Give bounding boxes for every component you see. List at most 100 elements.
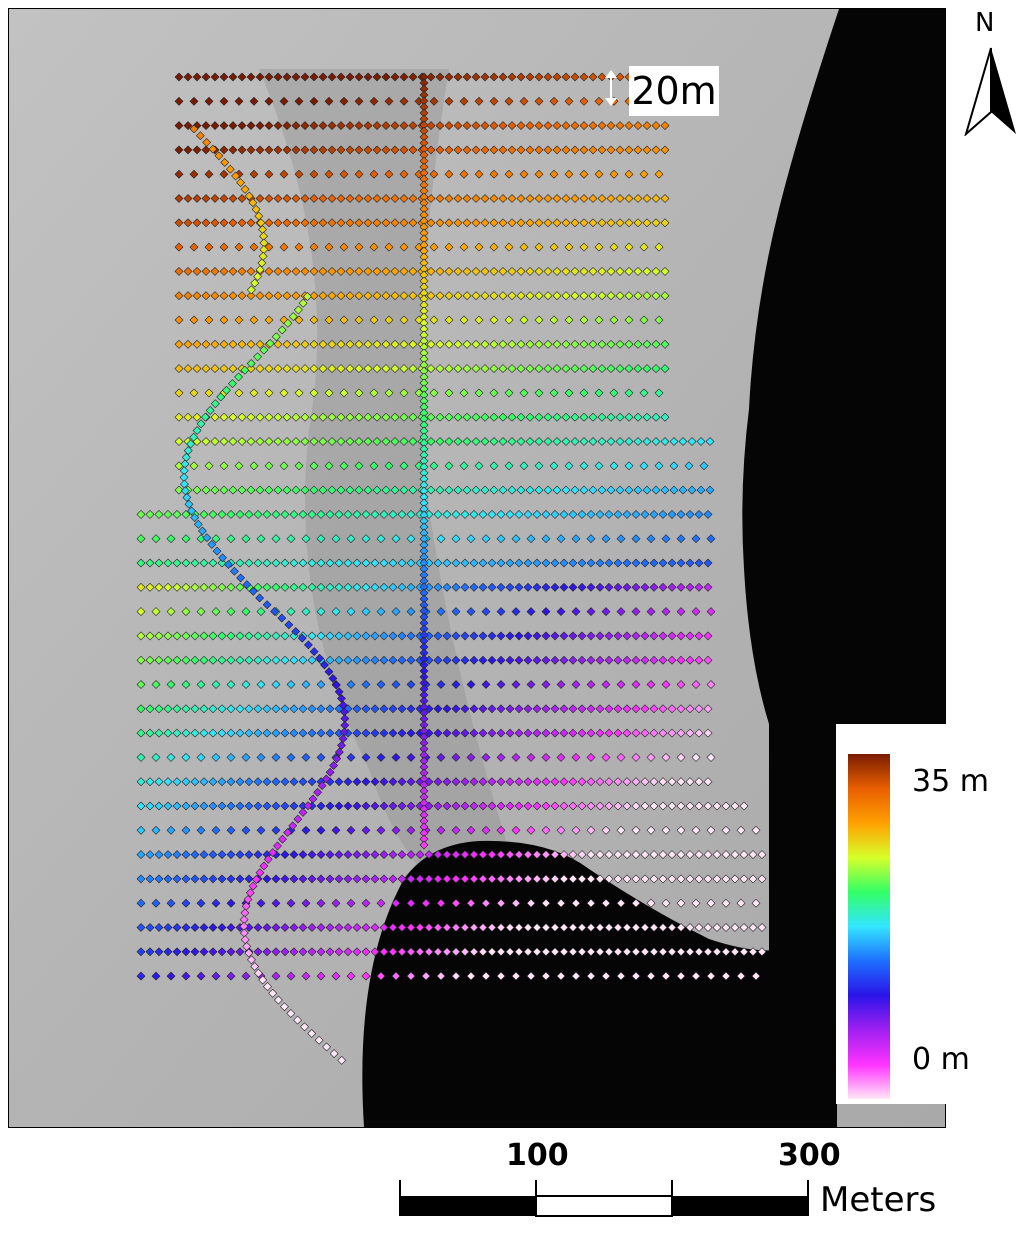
ocean-east [742,9,945,724]
survey-point [705,437,715,446]
survey-point [604,850,614,860]
survey-point [399,96,409,106]
survey-point [408,485,418,495]
survey-point [241,607,251,617]
survey-point [541,971,551,981]
survey-point [507,364,517,374]
survey-point [586,509,596,519]
survey-point [166,898,176,908]
satellite-map [8,8,946,1128]
survey-point [336,194,346,203]
survey-point [691,971,701,981]
survey-point [498,194,508,203]
survey-point [388,728,398,738]
survey-point [595,801,605,811]
survey-point [273,412,283,422]
survey-point [721,825,731,835]
survey-point [237,437,247,446]
survey-point [181,874,191,884]
survey-point [352,728,362,738]
survey-point [640,923,650,932]
survey-point [597,485,607,495]
survey-point [390,266,400,276]
survey-point [210,266,220,276]
survey-point [433,655,443,665]
survey-point [609,242,619,252]
survey-point [376,971,386,981]
survey-point [309,169,319,179]
survey-point [660,218,670,228]
survey-point [579,194,589,203]
survey-point [757,947,767,957]
survey-point [325,801,335,811]
survey-point [496,825,506,835]
survey-point [646,680,656,689]
survey-point [496,850,506,860]
survey-point [633,121,643,131]
survey-point [307,631,317,641]
survey-point [324,388,334,398]
survey-point [615,364,625,374]
survey-point [246,285,256,295]
survey-point [478,655,488,665]
survey-point [334,582,344,592]
survey-point [453,291,463,301]
survey-point [268,988,278,998]
survey-point [282,412,292,422]
survey-point [244,874,254,884]
survey-point [571,534,581,544]
survey-point [246,412,256,422]
survey-point [631,825,641,835]
survey-point [262,558,272,568]
survey-point [388,631,398,641]
survey-point [219,169,229,179]
survey-point [336,72,346,82]
survey-point [519,388,529,398]
survey-point [606,194,616,203]
survey-point [286,898,296,908]
survey-point [201,194,211,203]
survey-point [397,655,407,665]
survey-point [489,96,499,106]
survey-point [406,923,416,932]
survey-point [293,1015,302,1025]
survey-point [480,412,490,422]
survey-point [303,801,313,811]
survey-point [181,947,191,957]
survey-point [622,728,632,738]
survey-point [526,534,536,544]
survey-point [217,631,227,641]
survey-point [424,850,434,860]
survey-point [280,947,290,957]
survey-point [172,777,182,787]
survey-point [336,364,346,374]
survey-point [703,874,713,884]
survey-point [523,947,533,957]
survey-point [217,801,227,811]
survey-point [327,194,337,203]
survey-point [136,752,146,762]
survey-point [255,485,265,495]
survey-point [316,582,326,592]
survey-point [280,874,290,884]
survey-point [660,339,670,349]
survey-point [262,582,272,592]
survey-point [631,582,641,592]
survey-point [363,266,373,276]
survey-point [277,325,287,335]
survey-point [757,874,767,884]
survey-point [186,439,196,449]
survey-point [487,923,497,932]
survey-point [550,801,560,811]
survey-point [352,874,362,884]
survey-point [543,266,553,276]
survey-point [343,874,353,884]
survey-point [163,947,173,957]
survey-point [174,121,184,131]
survey-point [577,655,587,665]
survey-point [336,339,346,349]
survey-point [345,121,355,131]
survey-point [196,825,206,835]
survey-point [219,145,229,155]
survey-point [579,72,589,82]
